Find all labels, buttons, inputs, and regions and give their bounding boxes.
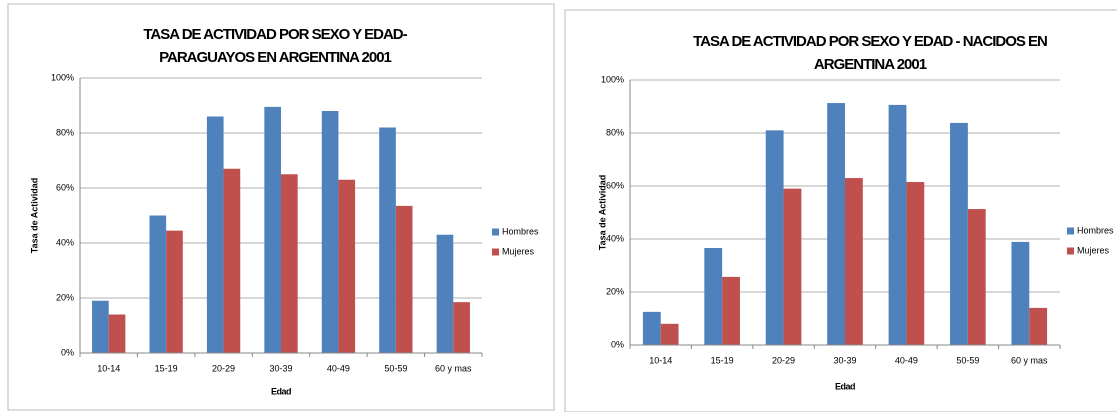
y-tick-label: 20% (56, 292, 74, 302)
x-tick-label: 50-59 (384, 363, 407, 373)
legend-swatch (492, 228, 499, 236)
bar (845, 178, 863, 345)
y-tick-label: 100% (51, 72, 74, 82)
x-tick-label: 60 y mas (435, 363, 472, 373)
bar (206, 116, 224, 353)
legend-swatch (1067, 227, 1074, 235)
legend-label: Mujeres (502, 246, 535, 256)
y-tick-label: 0% (611, 339, 624, 349)
bar (888, 104, 907, 345)
bar (395, 205, 413, 353)
y-tick-label: 0% (61, 347, 74, 357)
bar (642, 311, 661, 345)
bar (827, 103, 845, 346)
bar (660, 323, 679, 345)
bar (92, 300, 109, 353)
y-tick-label: 40% (56, 237, 74, 247)
bar (722, 276, 740, 345)
chart-frame (7, 3, 555, 411)
bar (453, 302, 470, 353)
y-tick-label: 80% (606, 127, 624, 137)
y-tick-label: 60% (606, 180, 624, 190)
x-tick-label: 60 y mas (1011, 355, 1048, 365)
x-tick-label: 10-14 (649, 355, 672, 365)
x-tick-label: 40-49 (895, 355, 918, 365)
bar (783, 188, 802, 345)
x-tick-label: 10-14 (97, 363, 120, 373)
bar (223, 168, 241, 353)
y-tick-label: 80% (56, 127, 74, 137)
bar (704, 248, 723, 345)
x-axis-label: Edad (271, 386, 291, 396)
y-tick-label: 100% (601, 74, 624, 84)
bar (765, 130, 784, 345)
x-tick-label: 20-29 (212, 363, 235, 373)
legend-label: Mujeres (1077, 245, 1110, 255)
y-axis-label: Tasa de Actividad (29, 178, 39, 254)
y-tick-label: 40% (606, 233, 624, 243)
y-tick-label: 20% (606, 286, 624, 296)
bar (967, 209, 986, 345)
bar (281, 174, 298, 353)
bar (379, 127, 396, 353)
bar (1011, 241, 1030, 345)
x-tick-label: 15-19 (155, 363, 178, 373)
bar (338, 179, 356, 353)
y-axis-label: Tasa de Actividad (597, 175, 607, 251)
legend-swatch (492, 248, 499, 256)
legend-label: Hombres (502, 226, 539, 236)
bar (166, 230, 183, 353)
bar (321, 111, 339, 353)
y-tick-label: 60% (56, 182, 74, 192)
chart-frame (564, 9, 1117, 412)
bar (436, 234, 454, 353)
bar (906, 182, 925, 345)
chart-title: TASA DE ACTIVIDAD POR SEXO Y EDAD - NACI… (693, 33, 1048, 73)
bar (108, 314, 126, 353)
legend-label: Hombres (1077, 225, 1114, 235)
legend-swatch (1067, 247, 1074, 255)
x-tick-label: 30-39 (269, 363, 292, 373)
x-axis-label: Edad (835, 381, 855, 391)
x-tick-label: 15-19 (711, 355, 734, 365)
x-tick-label: 40-49 (327, 363, 350, 373)
x-tick-label: 20-29 (772, 355, 795, 365)
bar (264, 106, 281, 353)
bar (149, 215, 167, 353)
bar (1029, 307, 1048, 345)
bar (950, 122, 968, 346)
x-tick-label: 30-39 (833, 355, 856, 365)
chart-title: TASA DE ACTIVIDAD POR SEXO Y EDAD- PARAG… (143, 26, 407, 66)
x-tick-label: 50-59 (956, 355, 979, 365)
